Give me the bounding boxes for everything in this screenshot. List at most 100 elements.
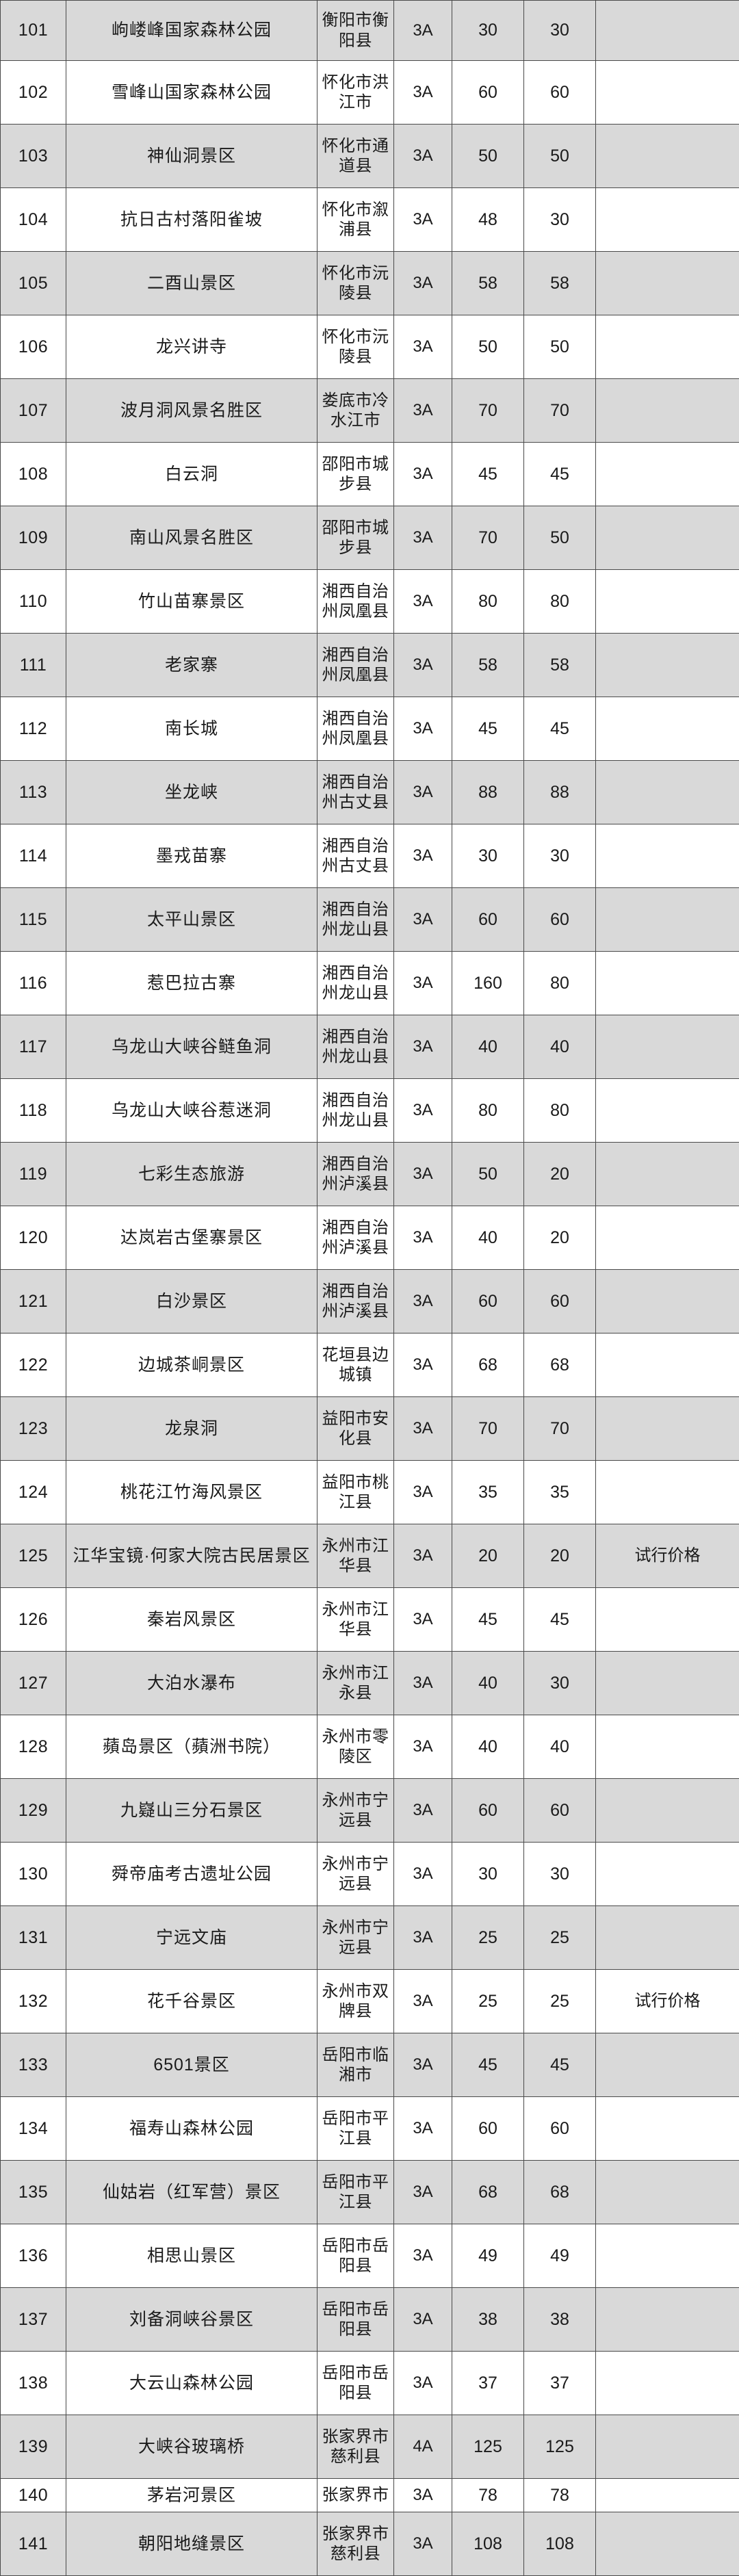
cell-current-price: 45 <box>452 2033 524 2097</box>
cell-current-price: 60 <box>452 61 524 125</box>
cell-note <box>596 888 739 952</box>
cell-grade: 3A <box>394 1715 452 1779</box>
cell-current-price: 68 <box>452 1333 524 1397</box>
cell-index: 102 <box>1 61 66 125</box>
cell-index: 106 <box>1 315 66 379</box>
cell-location: 怀化市溆浦县 <box>317 188 394 252</box>
cell-scenic-name: 波月洞风景名胜区 <box>66 379 317 443</box>
cell-grade: 3A <box>394 1015 452 1079</box>
cell-execution-price: 20 <box>524 1206 596 1270</box>
cell-grade: 3A <box>394 1333 452 1397</box>
cell-scenic-name: 龙兴讲寺 <box>66 315 317 379</box>
cell-execution-price: 20 <box>524 1143 596 1206</box>
cell-grade: 3A <box>394 1524 452 1588</box>
cell-location: 怀化市通道县 <box>317 125 394 188</box>
cell-execution-price: 58 <box>524 252 596 315</box>
cell-scenic-name: 南长城 <box>66 697 317 761</box>
cell-note <box>596 2288 739 2352</box>
cell-note <box>596 1715 739 1779</box>
cell-note <box>596 1079 739 1143</box>
cell-scenic-name: 6501景区 <box>66 2033 317 2097</box>
cell-note <box>596 1397 739 1461</box>
cell-location: 岳阳市岳阳县 <box>317 2224 394 2288</box>
cell-grade: 3A <box>394 888 452 952</box>
cell-index: 131 <box>1 1906 66 1970</box>
cell-index: 137 <box>1 2288 66 2352</box>
cell-index: 133 <box>1 2033 66 2097</box>
cell-current-price: 70 <box>452 506 524 570</box>
cell-index: 118 <box>1 1079 66 1143</box>
cell-index: 125 <box>1 1524 66 1588</box>
cell-scenic-name: 刘备洞峡谷景区 <box>66 2288 317 2352</box>
cell-note <box>596 188 739 252</box>
cell-note <box>596 634 739 697</box>
cell-index: 119 <box>1 1143 66 1206</box>
cell-scenic-name: 舜帝庙考古遗址公园 <box>66 1843 317 1906</box>
cell-grade: 3A <box>394 506 452 570</box>
cell-location: 永州市江华县 <box>317 1588 394 1652</box>
cell-current-price: 70 <box>452 1397 524 1461</box>
cell-current-price: 20 <box>452 1524 524 1588</box>
cell-index: 105 <box>1 252 66 315</box>
cell-execution-price: 30 <box>524 1843 596 1906</box>
cell-execution-price: 60 <box>524 888 596 952</box>
cell-current-price: 30 <box>452 1 524 61</box>
cell-current-price: 35 <box>452 1461 524 1524</box>
cell-index: 141 <box>1 2512 66 2576</box>
cell-note <box>596 1015 739 1079</box>
cell-grade: 3A <box>394 2033 452 2097</box>
cell-scenic-name: 白沙景区 <box>66 1270 317 1333</box>
cell-index: 122 <box>1 1333 66 1397</box>
cell-location: 张家界市慈利县 <box>317 2415 394 2479</box>
cell-current-price: 80 <box>452 1079 524 1143</box>
cell-execution-price: 60 <box>524 1270 596 1333</box>
cell-note <box>596 2415 739 2479</box>
cell-index: 109 <box>1 506 66 570</box>
cell-location: 岳阳市平江县 <box>317 2161 394 2224</box>
cell-scenic-name: 九嶷山三分石景区 <box>66 1779 317 1843</box>
cell-execution-price: 45 <box>524 2033 596 2097</box>
cell-execution-price: 20 <box>524 1524 596 1588</box>
cell-scenic-name: 坐龙峡 <box>66 761 317 824</box>
cell-index: 139 <box>1 2415 66 2479</box>
cell-scenic-name: 宁远文庙 <box>66 1906 317 1970</box>
cell-current-price: 50 <box>452 315 524 379</box>
cell-grade: 3A <box>394 443 452 506</box>
cell-note <box>596 952 739 1015</box>
cell-location: 湘西自治州泸溪县 <box>317 1270 394 1333</box>
cell-scenic-name: 神仙洞景区 <box>66 125 317 188</box>
cell-note <box>596 379 739 443</box>
cell-index: 136 <box>1 2224 66 2288</box>
cell-execution-price: 45 <box>524 443 596 506</box>
cell-grade: 3A <box>394 1397 452 1461</box>
cell-note <box>596 125 739 188</box>
cell-index: 126 <box>1 1588 66 1652</box>
cell-scenic-name: 福寿山森林公园 <box>66 2097 317 2161</box>
cell-execution-price: 40 <box>524 1015 596 1079</box>
cell-index: 112 <box>1 697 66 761</box>
cell-note <box>596 1 739 61</box>
cell-index: 123 <box>1 1397 66 1461</box>
cell-scenic-name: 大云山森林公园 <box>66 2352 317 2415</box>
cell-current-price: 60 <box>452 2097 524 2161</box>
cell-grade: 3A <box>394 570 452 634</box>
cell-current-price: 48 <box>452 188 524 252</box>
cell-current-price: 88 <box>452 761 524 824</box>
cell-grade: 3A <box>394 1779 452 1843</box>
cell-execution-price: 60 <box>524 2097 596 2161</box>
cell-scenic-name: 达岚岩古堡寨景区 <box>66 1206 317 1270</box>
cell-index: 113 <box>1 761 66 824</box>
